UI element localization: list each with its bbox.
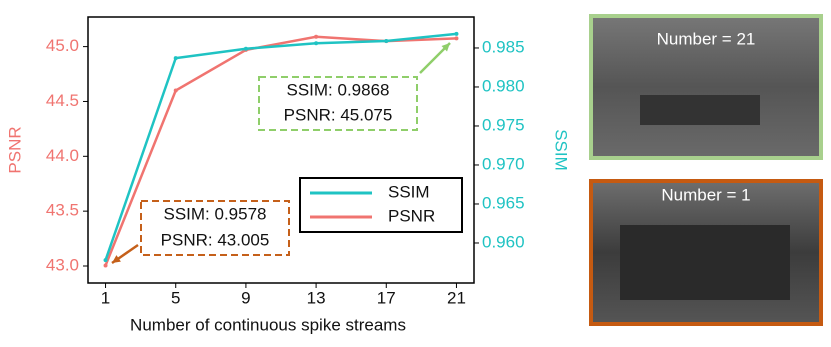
point	[103, 258, 108, 263]
y-tick-label: 43.5	[46, 201, 79, 220]
x-tick-label: 13	[307, 288, 326, 307]
annotation-text: SSIM: 0.9578	[163, 204, 266, 223]
x-tick-label: 1	[101, 288, 110, 307]
point	[314, 41, 319, 46]
point	[454, 31, 459, 36]
y-tick-label: 45.0	[46, 36, 79, 55]
image-detail	[620, 225, 790, 300]
arrow-head	[441, 43, 450, 52]
annotation-text: PSNR: 45.075	[284, 105, 393, 124]
legend-label: PSNR	[388, 206, 435, 225]
arrow-head	[112, 255, 121, 263]
y2-tick-label: 0.970	[482, 154, 525, 173]
point	[454, 36, 459, 41]
image-detail	[640, 95, 760, 125]
y-axis-label: PSNR	[5, 126, 24, 173]
x-tick-label: 9	[241, 288, 250, 307]
annotation-text: PSNR: 43.005	[161, 230, 270, 249]
y-tick-label: 44.5	[46, 91, 79, 110]
panel-label: Number = 1	[661, 185, 750, 204]
y-tick-label: 44.0	[46, 146, 79, 165]
x-tick-label: 17	[377, 288, 396, 307]
y2-tick-label: 0.960	[482, 232, 525, 251]
annotation-box	[258, 76, 418, 131]
point	[243, 46, 248, 51]
plot-frame	[87, 16, 475, 284]
point	[173, 56, 178, 61]
x-axis-label: Number of continuous spike streams	[130, 315, 406, 334]
y2-axis-label: SSIM	[552, 129, 571, 171]
y2-tick-label: 0.985	[482, 37, 525, 56]
point	[173, 88, 178, 93]
image-panel	[589, 14, 823, 160]
legend-label: SSIM	[388, 182, 430, 201]
panel-label: Number = 21	[657, 29, 756, 48]
y2-tick-label: 0.965	[482, 193, 525, 212]
point	[103, 263, 108, 268]
y2-tick-label: 0.980	[482, 76, 525, 95]
annotation-box	[140, 200, 290, 256]
point	[384, 38, 389, 43]
y2-tick-label: 0.975	[482, 115, 525, 134]
annotation-text: SSIM: 0.9868	[286, 80, 389, 99]
x-tick-label: 5	[171, 288, 180, 307]
y-tick-label: 43.0	[46, 255, 79, 274]
series-line	[104, 32, 457, 261]
legend-box	[299, 177, 463, 233]
point	[314, 34, 319, 39]
x-tick-label: 21	[447, 288, 466, 307]
